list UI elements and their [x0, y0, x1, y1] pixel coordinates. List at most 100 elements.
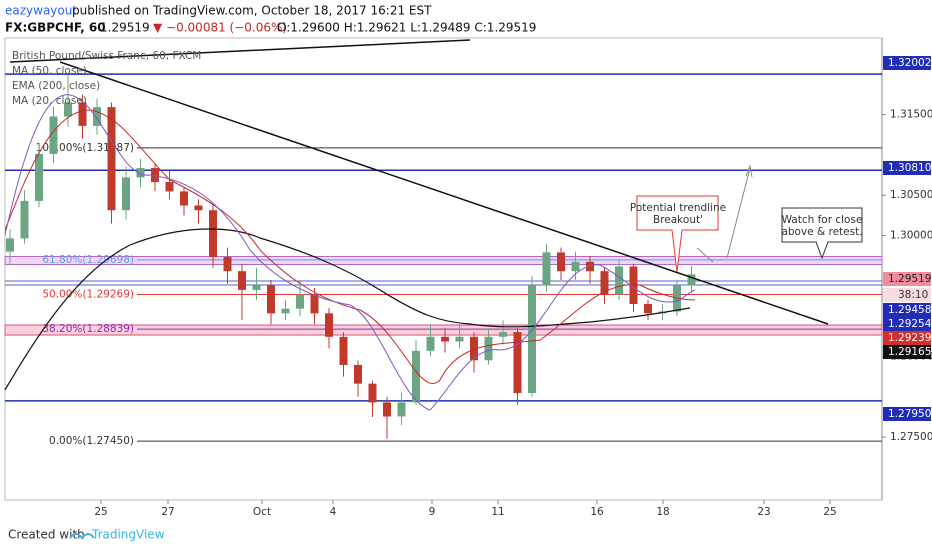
candle-body — [238, 271, 246, 290]
legend-item: EMA (200, close) — [12, 80, 100, 92]
candle-body — [513, 332, 522, 394]
candle-body — [615, 266, 623, 295]
y-tick-label: 1.27500 — [890, 431, 932, 443]
candle-body — [122, 177, 130, 211]
x-tick-label: 25 — [94, 506, 107, 518]
candle-body — [455, 336, 464, 342]
candle-body — [49, 116, 58, 154]
legend-item: MA (20, close) — [12, 95, 87, 107]
x-tick-label: 9 — [429, 506, 436, 518]
candle-body — [6, 238, 14, 252]
callout — [636, 195, 719, 273]
callout — [781, 207, 863, 260]
callout-text: Watch for close — [782, 214, 863, 226]
price-label: 1.29165 — [888, 346, 931, 358]
candle-body — [397, 402, 406, 417]
candle-body — [151, 168, 159, 183]
candle-body — [499, 332, 507, 337]
callout-text: Breakout' — [653, 214, 703, 226]
price-box — [883, 303, 931, 317]
price-box — [883, 272, 931, 286]
arrow — [696, 247, 714, 263]
x-tick-label: 27 — [161, 506, 174, 518]
zone — [4, 324, 883, 336]
candle-body — [20, 200, 29, 239]
fib-label: 0.00%(1.27450) — [49, 435, 134, 447]
author[interactable]: eazywayout — [5, 4, 77, 18]
candle-body — [281, 308, 290, 314]
candle-body — [209, 210, 217, 258]
candle-body — [310, 294, 319, 314]
fib-label: 50.00%(1.29269) — [42, 288, 134, 300]
candle-body — [64, 102, 72, 117]
price-label: 1.29254 — [888, 318, 932, 330]
price-label: 1.29239 — [888, 332, 931, 344]
callout-text: Potential trendline — [630, 202, 726, 214]
ma-20 — [4, 94, 696, 411]
legend-title: British Pound/Swiss Franc, 60, FXCM — [12, 50, 201, 62]
candle-body — [586, 261, 594, 272]
candle-body — [426, 336, 435, 351]
price-label: 1.29519 — [888, 273, 931, 285]
candle-body — [93, 107, 101, 126]
candle-body — [136, 168, 145, 178]
price-box — [883, 407, 931, 421]
candle-body — [252, 285, 261, 290]
countdown-box — [883, 288, 931, 302]
candle-body — [180, 191, 188, 206]
footer-created: Created with — [8, 528, 85, 542]
price-label: 1.32002 — [888, 57, 931, 69]
ema-200 — [4, 228, 691, 391]
price-box — [883, 345, 931, 359]
candle-body — [542, 252, 551, 286]
candle-body — [644, 303, 652, 314]
price-box — [883, 56, 931, 70]
trendline-top — [9, 39, 471, 63]
arrow-head — [745, 164, 753, 178]
y-tick-label: 1.31500 — [890, 109, 932, 121]
symbol: FX:GBPCHF, 60 — [5, 21, 106, 35]
candle-body — [296, 294, 304, 309]
candle-body — [571, 261, 580, 272]
candle-body — [557, 252, 565, 272]
trendline — [59, 61, 829, 325]
legend-item: MA (50, close) — [12, 65, 87, 77]
candle-body — [368, 383, 377, 403]
candle-body — [194, 205, 203, 211]
x-tick-label: 23 — [757, 506, 770, 518]
last-price: 1.29519 — [100, 21, 150, 35]
candle-body — [600, 271, 609, 295]
fib-label: 61.80%(1.29698) — [42, 254, 134, 266]
candle-body — [412, 350, 420, 403]
candle-body — [354, 364, 362, 384]
candle-body — [383, 402, 391, 417]
arrow — [726, 167, 751, 259]
logo — [69, 533, 95, 540]
price-box — [883, 317, 931, 331]
x-tick-label: 11 — [491, 506, 504, 518]
change: ▼ −0.00081 (−0.06%) — [153, 21, 287, 35]
price-label: 1.30810 — [888, 162, 931, 174]
candle-body — [165, 182, 174, 192]
x-tick-label: 4 — [330, 506, 337, 518]
x-tick-label: 25 — [823, 506, 836, 518]
footer-brand[interactable]: TradingView — [91, 528, 165, 542]
candle-body — [441, 336, 449, 342]
candle-body — [223, 257, 232, 272]
ohlc: O:1.29600 H:1.29621 L:1.29489 C:1.29519 — [277, 21, 536, 35]
candle-body — [339, 336, 348, 365]
y-tick-label: 1.30000 — [890, 230, 932, 242]
price-label: 1.29458 — [888, 304, 931, 316]
candle-body — [107, 107, 116, 211]
ma-50 — [4, 109, 696, 384]
candle-body — [629, 266, 638, 304]
published: published on TradingView.com, October 18… — [72, 4, 432, 18]
candle-body — [687, 274, 696, 286]
candle-body — [35, 153, 43, 201]
candle-body — [325, 313, 333, 337]
fib-label: 38.20%(1.28839) — [42, 323, 134, 335]
price-label: 1.27950 — [888, 408, 931, 420]
x-tick-label: 16 — [590, 506, 604, 518]
